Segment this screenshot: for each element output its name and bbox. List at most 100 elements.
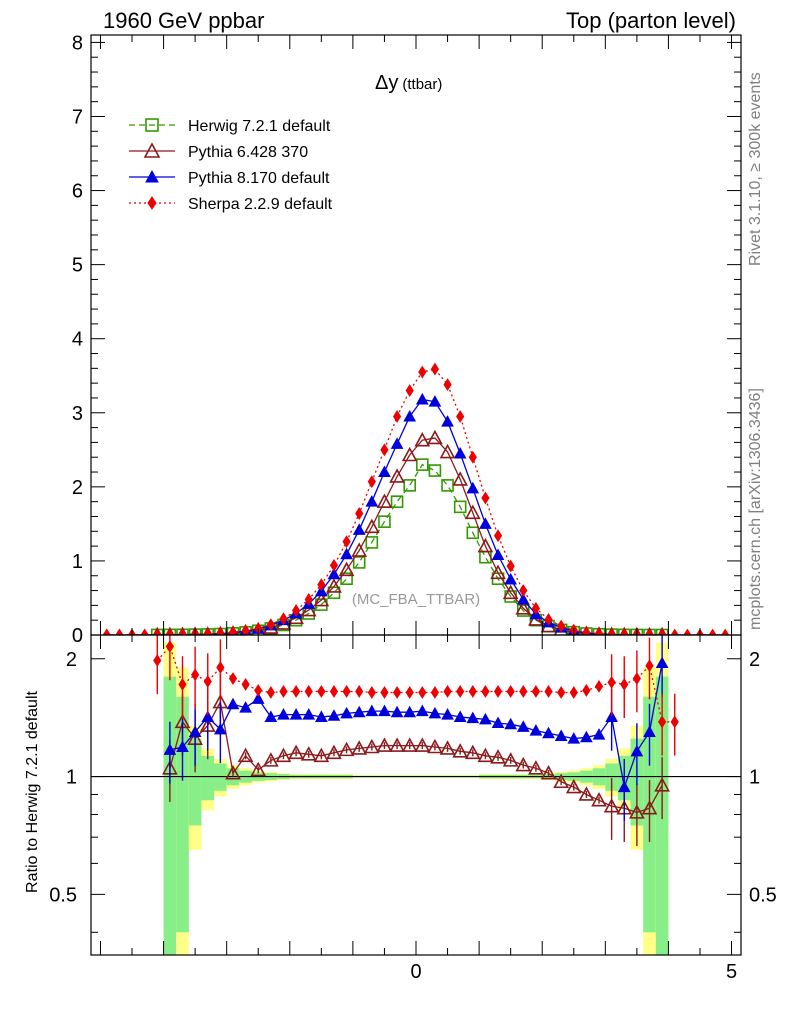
header-left: 1960 GeV ppbar bbox=[103, 8, 265, 33]
ratio-point bbox=[464, 744, 481, 760]
series-line bbox=[106, 368, 726, 635]
y-tick-label: 2 bbox=[72, 477, 83, 499]
ratio-point bbox=[228, 672, 238, 685]
data-point bbox=[365, 495, 379, 507]
data-point bbox=[670, 628, 679, 635]
ratio-point bbox=[313, 747, 330, 763]
data-point bbox=[390, 495, 404, 508]
data-point bbox=[468, 450, 477, 464]
ratio-tick-label: 2 bbox=[66, 649, 77, 671]
ratio-point bbox=[491, 716, 505, 729]
ratio-point bbox=[376, 737, 393, 752]
data-point bbox=[443, 378, 452, 392]
data-point bbox=[477, 537, 494, 553]
ratio-point bbox=[277, 708, 290, 720]
ratio-point bbox=[226, 697, 240, 710]
ratio-line bbox=[169, 662, 663, 790]
ratio-line bbox=[169, 700, 663, 814]
ratio-point bbox=[225, 765, 241, 780]
ratio-point bbox=[479, 712, 492, 725]
ratio-point bbox=[456, 685, 465, 698]
ratio-point bbox=[580, 730, 593, 743]
data-point bbox=[352, 556, 366, 569]
legend-label: Herwig 7.2.1 default bbox=[188, 118, 331, 135]
ratio-point bbox=[477, 747, 494, 763]
ratio-point bbox=[405, 686, 414, 699]
ratio-point bbox=[352, 705, 366, 718]
ratio-point bbox=[658, 715, 667, 729]
ratio-point bbox=[594, 679, 604, 693]
y-tick-label: 5 bbox=[72, 255, 83, 277]
ratio-point bbox=[645, 659, 654, 673]
data-point bbox=[466, 481, 480, 494]
ratio-point bbox=[607, 675, 616, 689]
header-right: Top (parton level) bbox=[566, 8, 736, 33]
data-point bbox=[327, 567, 341, 580]
ratio-point bbox=[300, 746, 317, 761]
ratio-point bbox=[178, 677, 187, 691]
data-point bbox=[352, 523, 366, 535]
ratio-point bbox=[428, 706, 442, 719]
y-tick-label: 0 bbox=[72, 625, 83, 647]
data-point bbox=[452, 471, 469, 486]
series-line bbox=[106, 463, 726, 635]
data-point bbox=[645, 628, 654, 635]
data-point bbox=[516, 592, 530, 605]
legend-label: Pythia 8.170 default bbox=[188, 170, 330, 187]
ratio-point bbox=[528, 760, 544, 775]
ratio-point bbox=[481, 685, 490, 698]
data-point bbox=[430, 362, 440, 376]
data-point bbox=[428, 395, 442, 407]
data-point bbox=[378, 465, 391, 478]
ratio-point bbox=[591, 792, 607, 807]
data-point bbox=[390, 437, 404, 449]
ratio-point bbox=[603, 798, 620, 813]
main-series-group bbox=[102, 362, 730, 635]
legend-label: Sherpa 2.2.9 default bbox=[188, 196, 333, 213]
ratio-point bbox=[403, 705, 417, 718]
ratio-point bbox=[389, 737, 405, 752]
ratio-point bbox=[392, 686, 402, 699]
data-point bbox=[464, 504, 481, 520]
data-point bbox=[140, 628, 149, 635]
data-point bbox=[519, 584, 528, 597]
data-point bbox=[506, 559, 515, 573]
ratio-point bbox=[203, 675, 212, 688]
ratio-point bbox=[263, 752, 279, 767]
data-point bbox=[466, 526, 480, 540]
data-point bbox=[428, 464, 442, 477]
axis-ticks: 0 1 2 3 4 5 6 7 8 0 5 0.5 0.5 1 1 2 2 bbox=[49, 32, 777, 983]
ratio-point bbox=[363, 738, 380, 754]
data-point bbox=[502, 584, 519, 600]
ratio-point bbox=[378, 704, 391, 717]
y-tick-label: 6 bbox=[72, 181, 83, 203]
data-point bbox=[376, 493, 393, 508]
ratio-point bbox=[439, 740, 456, 755]
data-point bbox=[504, 572, 518, 585]
ratio-point bbox=[544, 685, 553, 698]
ratio-point bbox=[304, 685, 313, 698]
ratio-point bbox=[468, 685, 477, 698]
ratio-point bbox=[214, 722, 227, 735]
analysis-label: (MC_FBA_TTBAR) bbox=[352, 591, 480, 608]
data-point bbox=[456, 410, 465, 423]
ratio-tick-label: 1 bbox=[749, 767, 760, 789]
data-point bbox=[326, 578, 342, 593]
ratio-point bbox=[302, 708, 316, 720]
data-point bbox=[491, 548, 505, 560]
ratio-tick-label: 0.5 bbox=[49, 884, 77, 906]
legend-marker bbox=[143, 142, 161, 158]
ratio-point bbox=[216, 661, 225, 674]
plot-title: Δy (ttbar) bbox=[375, 72, 442, 94]
data-point bbox=[594, 627, 604, 635]
ratio-point bbox=[427, 738, 443, 754]
data-point bbox=[329, 558, 339, 572]
data-point bbox=[241, 624, 250, 635]
ratio-point bbox=[292, 685, 301, 698]
ratio-point bbox=[654, 777, 670, 792]
ratio-point bbox=[326, 744, 342, 760]
ratio-point bbox=[620, 677, 629, 691]
ratio-point bbox=[515, 756, 532, 772]
ratio-point bbox=[275, 747, 292, 763]
ratio-tick-label: 0.5 bbox=[749, 884, 777, 906]
